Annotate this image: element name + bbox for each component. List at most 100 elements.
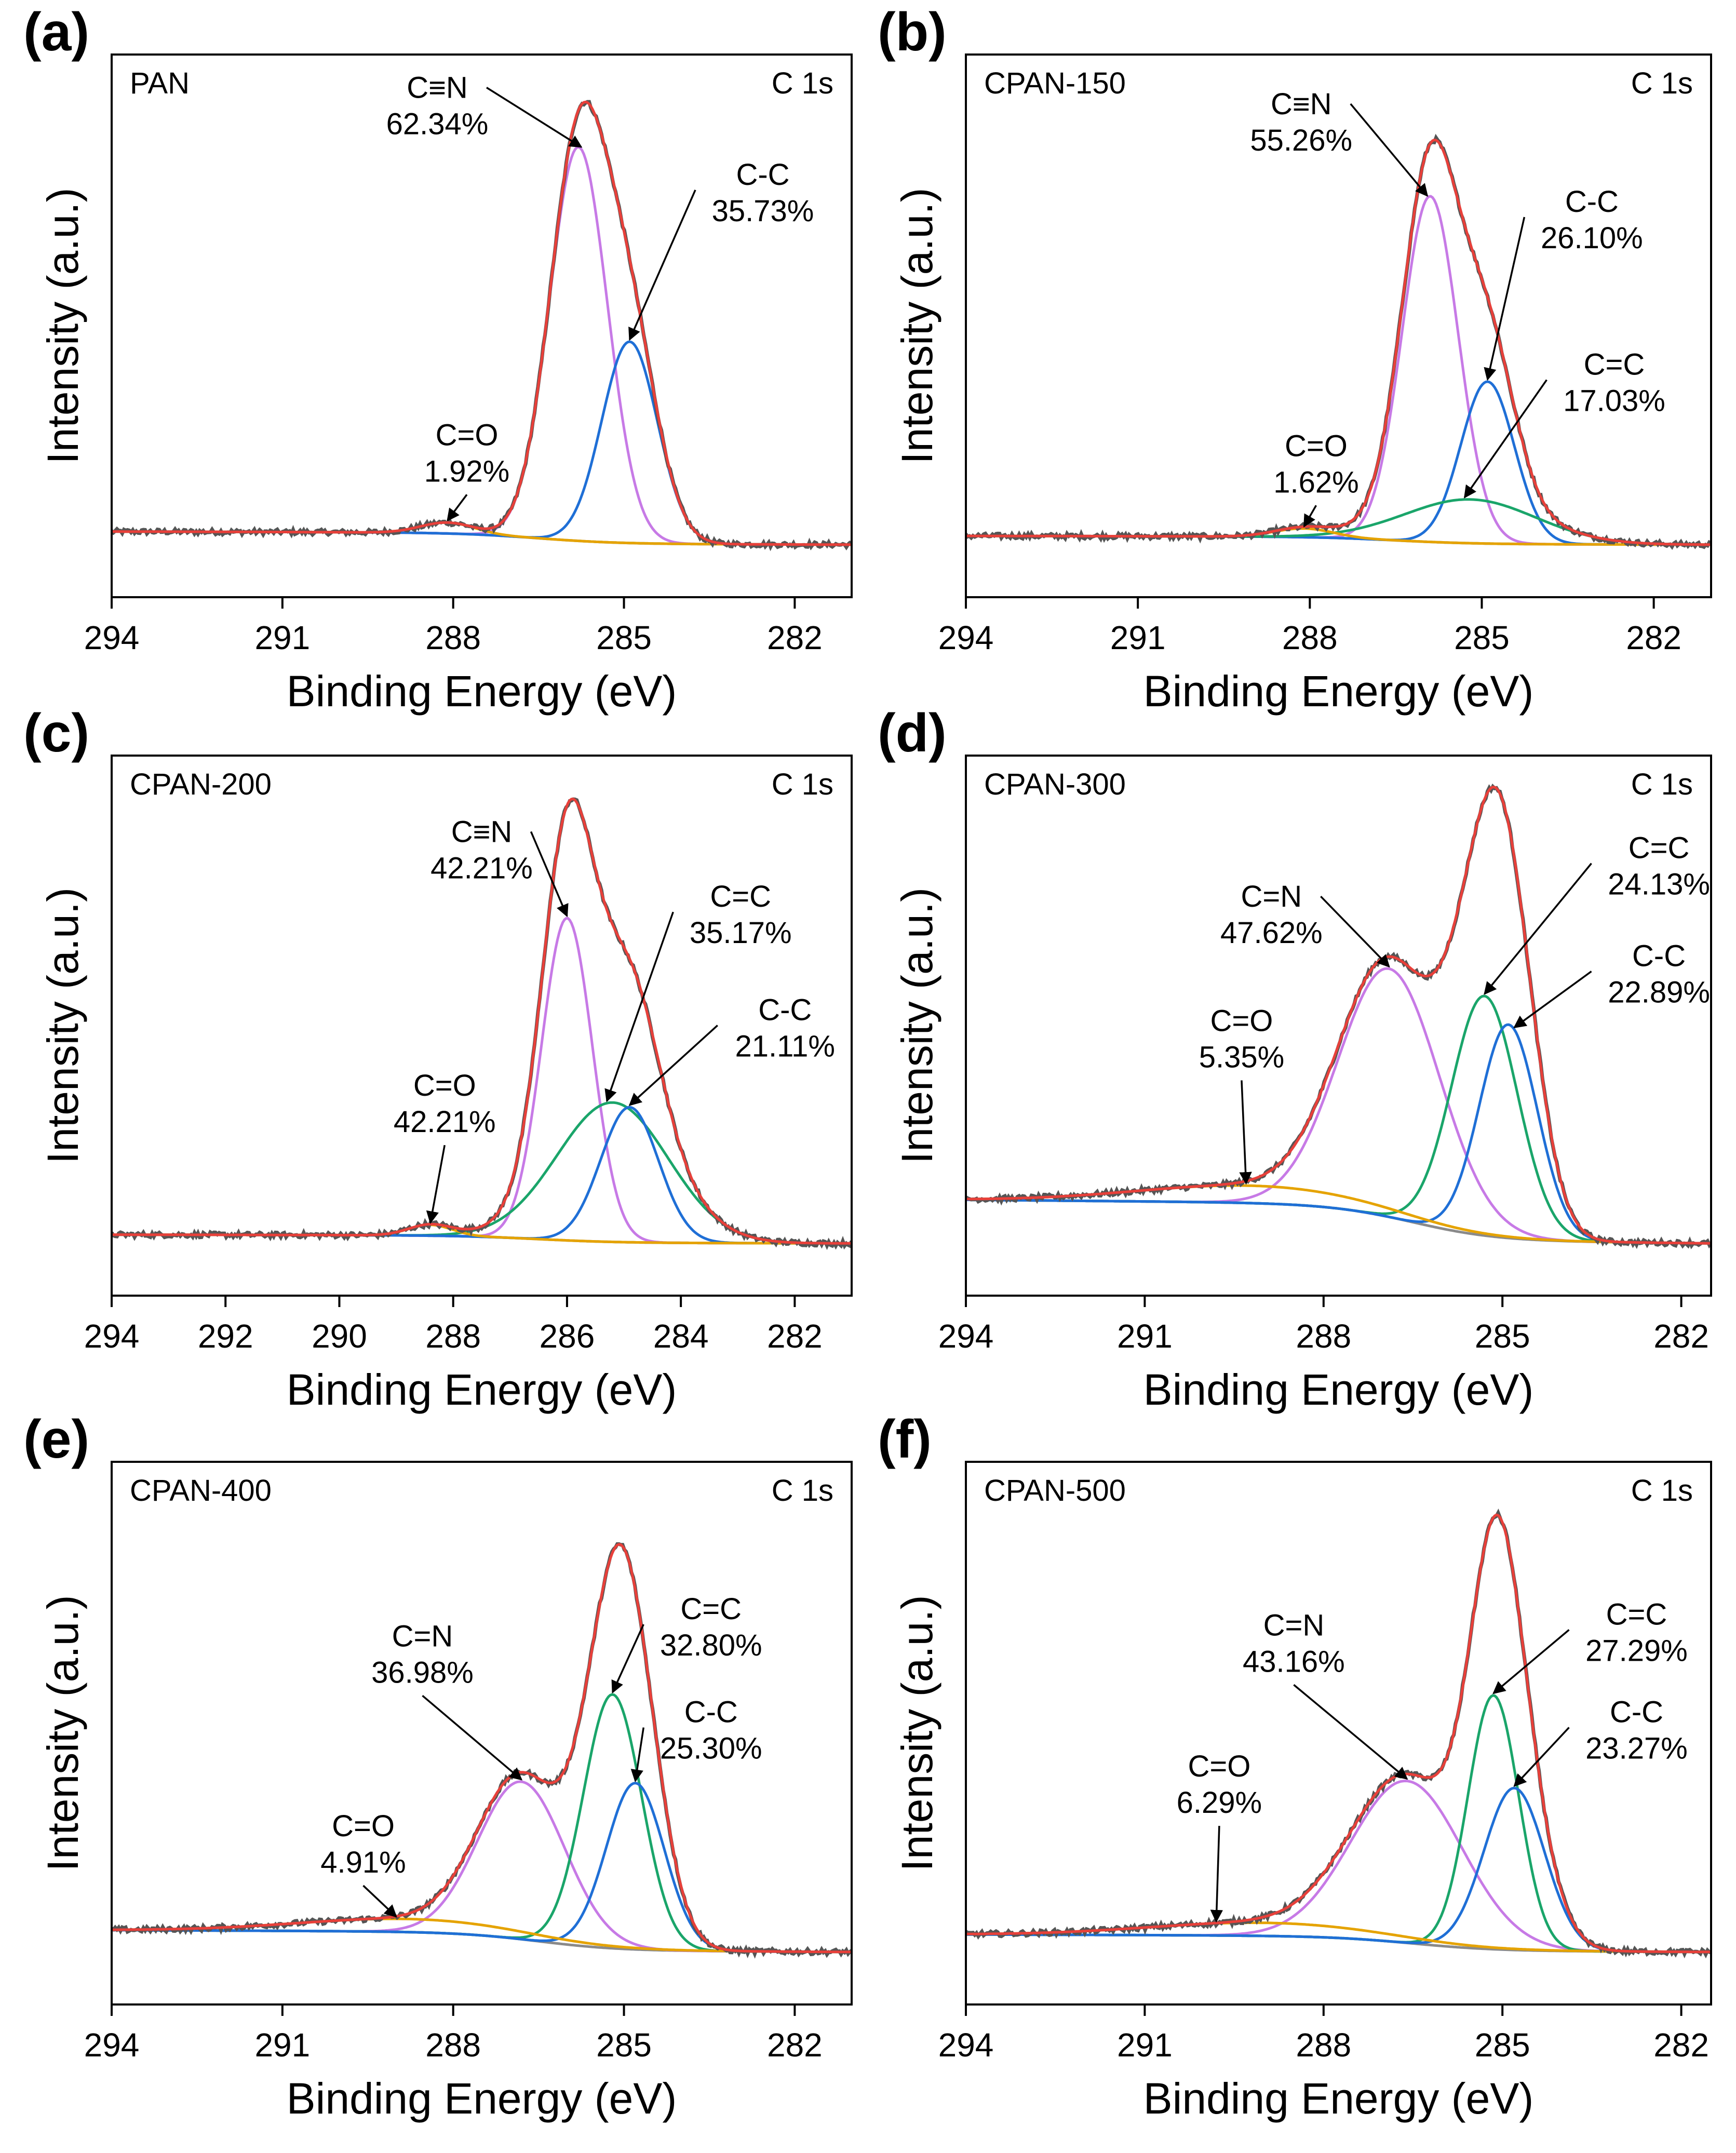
annotation-C-C: C-C23.27% — [1513, 1696, 1688, 1787]
annotation-percent: 22.89% — [1608, 976, 1710, 1010]
x-tick-label: 291 — [1117, 1317, 1173, 1355]
plot-frame — [965, 755, 1712, 1297]
curves — [112, 100, 852, 551]
annotation-C-C: C-C26.10% — [1484, 185, 1643, 381]
annotation-C=C: C=C27.29% — [1492, 1598, 1688, 1694]
x-axis-title: Binding Energy (eV) — [287, 2074, 677, 2123]
sample-label: CPAN-500 — [984, 1474, 1126, 1508]
annotation-arrow — [1513, 971, 1592, 1028]
raw-spectrum — [966, 783, 1711, 1249]
x-tick-label: 291 — [254, 619, 310, 656]
sample-label: CPAN-200 — [130, 768, 272, 801]
x-tick-label: 292 — [198, 1317, 253, 1355]
annotation-arrow — [1350, 103, 1429, 197]
annotation-arrow — [1210, 1826, 1223, 1923]
x-tick-label: 294 — [84, 2026, 140, 2064]
curves — [112, 1542, 852, 1959]
annotation-label: C≡N — [451, 815, 513, 849]
annotation-percent: 47.62% — [1220, 916, 1323, 950]
annotation-label: C-C — [758, 993, 812, 1027]
annotation-percent: 5.35% — [1199, 1040, 1284, 1074]
region-label: C 1s — [1631, 1474, 1693, 1508]
x-tick-label: 282 — [767, 2026, 823, 2064]
annotation-label: C=O — [1188, 1750, 1250, 1783]
annotation-C≡N: C≡N55.26% — [1250, 87, 1429, 197]
annotation-arrow — [1239, 1080, 1252, 1185]
x-tick-label: 291 — [1110, 619, 1166, 656]
annotation-arrow — [630, 1727, 644, 1783]
annotation-label: C=O — [332, 1809, 395, 1843]
annotation-C=C: C=C32.80% — [611, 1592, 762, 1694]
y-axis-title: Intensity (a.u.) — [38, 887, 87, 1164]
annotation-arrow — [1484, 863, 1592, 995]
annotation-C=O: C=O1.92% — [424, 418, 509, 522]
annotation-percent: 25.30% — [660, 1732, 762, 1766]
annotation-C=O: C=O42.21% — [394, 1069, 496, 1224]
x-tick-label: 285 — [1454, 619, 1510, 656]
annotation-percent: 21.11% — [735, 1030, 835, 1064]
annotation-arrow — [1320, 895, 1390, 968]
x-tick-label: 288 — [1282, 619, 1338, 656]
annotation-label: C=O — [1285, 429, 1348, 463]
x-tick-label: 282 — [767, 1317, 823, 1355]
annotation-arrow — [611, 1624, 644, 1694]
x-axis-title: Binding Energy (eV) — [287, 667, 677, 716]
plot-frame — [965, 53, 1712, 598]
annotation-arrow — [1293, 1684, 1408, 1780]
component-C=N — [966, 967, 1711, 1245]
panel-b: (b) CPAN-150 C 1s 294 291 288 285 282 Binding En… — [878, 2, 1712, 716]
annotation-label: C=N — [392, 1619, 453, 1653]
annotation-C-C: C-C35.73% — [628, 158, 814, 341]
annotation-C=C: C=C17.03% — [1463, 348, 1665, 499]
annotation-C=N: C=N43.16% — [1243, 1608, 1408, 1780]
x-tick-label: 284 — [653, 1317, 709, 1355]
sample-label: CPAN-400 — [130, 1474, 272, 1508]
annotation-C=O: C=O4.91% — [320, 1809, 406, 1918]
x-tick-label: 288 — [425, 619, 481, 656]
fit-envelope — [966, 1513, 1711, 1954]
y-axis-title: Intensity (a.u.) — [38, 1595, 87, 1871]
annotation-label: C-C — [1632, 939, 1686, 973]
x-axis-title: Binding Energy (eV) — [1143, 1365, 1534, 1414]
annotation-percent: 23.27% — [1585, 1732, 1688, 1766]
annotation-C-C: C-C25.30% — [630, 1696, 762, 1783]
x-tick-label: 285 — [1475, 2026, 1530, 2064]
region-label: C 1s — [772, 66, 833, 100]
x-axis-title: Binding Energy (eV) — [1143, 2074, 1534, 2123]
fit-envelope — [112, 1543, 852, 1954]
annotation-percent: 26.10% — [1541, 221, 1643, 255]
plot-frame — [111, 53, 853, 598]
annotation-label: C≡N — [407, 71, 468, 105]
annotation-arrow — [1303, 505, 1317, 528]
sample-label: CPAN-150 — [984, 66, 1126, 100]
annotation-label: C=N — [1263, 1608, 1325, 1642]
x-tick-label: 285 — [596, 2026, 652, 2064]
x-tick-label: 294 — [938, 1317, 994, 1355]
annotation-label: C=C — [710, 880, 771, 913]
x-tick-label: 288 — [425, 2026, 481, 2064]
panel-letter: (e) — [23, 1409, 89, 1470]
curves — [112, 797, 852, 1250]
annotation-label: C=C — [680, 1592, 742, 1626]
panel-e: (e) CPAN-400 C 1s 294 291 288 285 282 Binding En… — [23, 1409, 853, 2123]
x-tick-label: 294 — [84, 1317, 140, 1355]
x-tick-label: 290 — [312, 1317, 367, 1355]
annotation-percent: 35.17% — [690, 916, 792, 950]
panel-d: (d) CPAN-300 C 1s 294 291 288 285 282 Binding En… — [878, 703, 1712, 1414]
component-C-C — [966, 1023, 1711, 1245]
fit-envelope — [966, 786, 1711, 1245]
plot-frame — [111, 1461, 853, 2006]
panel-a: (a) PAN C 1s 294 291 288 285 282 Binding Energy … — [23, 2, 853, 716]
x-tick-label: 282 — [1653, 2026, 1709, 2064]
annotation-label: C=O — [1210, 1004, 1273, 1038]
annotation-C=C: C=C24.13% — [1484, 831, 1710, 995]
sample-label: CPAN-300 — [984, 768, 1126, 801]
annotation-C=C: C=C35.17% — [604, 880, 792, 1102]
curves — [966, 133, 1711, 550]
panel-letter: (d) — [878, 703, 947, 763]
panel-letter: (c) — [23, 703, 89, 763]
region-label: C 1s — [772, 1474, 833, 1508]
annotation-arrow — [628, 190, 696, 341]
annotation-label: C-C — [1565, 185, 1619, 219]
annotation-arrow — [422, 1694, 523, 1781]
